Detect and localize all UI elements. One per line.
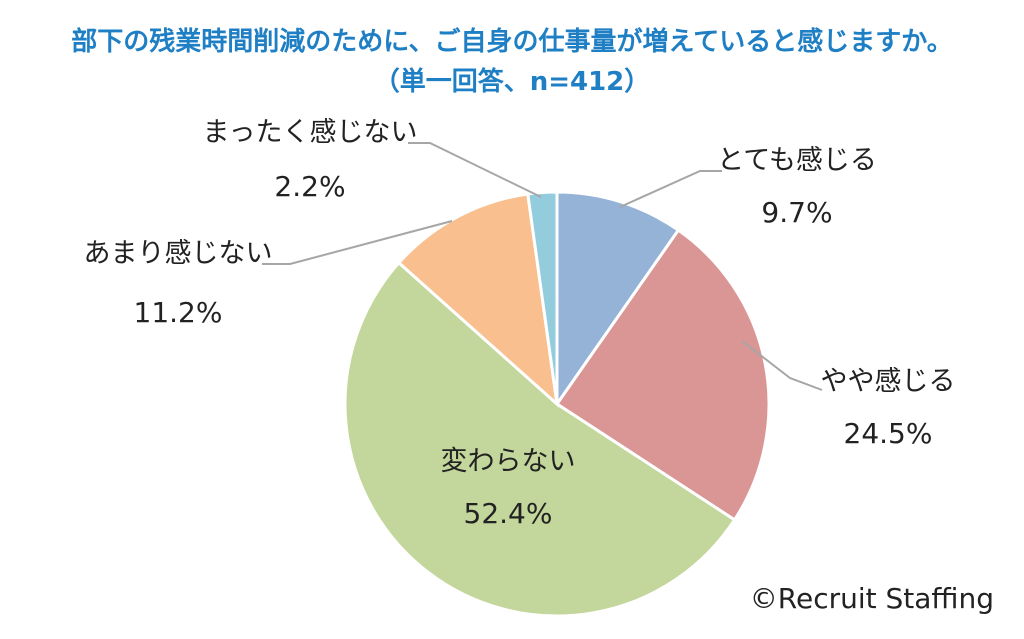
pie-slice-4 [396, 192, 560, 408]
slice-labels: とても感じる 9.7% やや感じる 24.5% 変わらない 52.4% あまり感じない 11.… [84, 117, 956, 530]
pie-slice-3 [343, 260, 737, 618]
pie-slice-2 [554, 228, 771, 522]
pie-slices [343, 190, 771, 618]
slice-label-2: やや感じる [821, 366, 956, 397]
slice-value-4: 11.2% [134, 296, 223, 329]
chart-title-block: 部下の残業時間削減のために、ご自身の仕事量が増えていると感じますか。 （単一回答… [0, 22, 1024, 102]
copyright-credit: ©Recruit Staffing [749, 582, 994, 615]
slice-label-5: まったく感じない [203, 117, 418, 148]
chart-subtitle: （単一回答、n=412） [373, 67, 651, 97]
leader-line-2 [741, 340, 823, 391]
slice-value-2: 24.5% [844, 417, 933, 450]
leader-lines [262, 142, 823, 391]
pie-slice-5 [526, 190, 559, 405]
slice-label-1: とても感じる [717, 145, 877, 176]
slice-value-3: 52.4% [464, 497, 553, 530]
slice-value-1: 9.7% [761, 196, 832, 229]
chart-title: 部下の残業時間削減のために、ご自身の仕事量が増えていると感じますか。 [71, 27, 953, 57]
pie-slice-1 [555, 190, 681, 409]
slice-label-3: 変わらない [441, 446, 576, 477]
slice-value-5: 2.2% [274, 170, 345, 203]
leader-line-4 [262, 220, 453, 265]
slice-label-4: あまり感じない [84, 238, 273, 269]
leader-line-1 [619, 170, 722, 208]
leader-line-5 [408, 142, 542, 198]
